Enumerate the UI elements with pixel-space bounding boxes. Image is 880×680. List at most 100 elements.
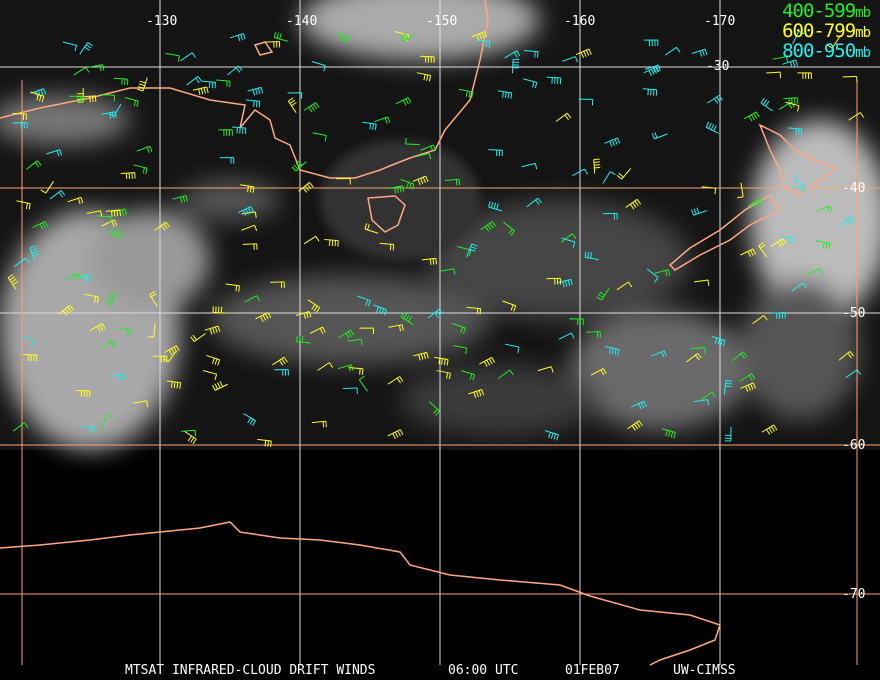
wind-barb: [770, 238, 787, 248]
wind-barb: [459, 88, 474, 98]
wind-barb: [475, 39, 491, 48]
wind-barb: [602, 171, 616, 184]
wind-barb: [440, 268, 456, 275]
wind-barb: [20, 335, 35, 347]
wind-barb: [562, 56, 578, 63]
wind-barb: [434, 356, 449, 366]
wind-barb: [163, 345, 180, 356]
wind-barb: [690, 347, 706, 354]
wind-barb: [723, 380, 733, 395]
wind-barb: [81, 95, 97, 103]
wind-barb: [797, 72, 812, 79]
wind-barb: [711, 335, 726, 347]
wind-barb: [218, 129, 233, 136]
wind-barb: [73, 66, 90, 76]
wind-barb: [243, 413, 257, 427]
wind-barb: [212, 381, 228, 391]
wind-barb: [96, 215, 112, 223]
wind-barb: [700, 391, 716, 401]
wind-barb: [544, 430, 559, 441]
wind-barb: [245, 99, 261, 108]
wind-barb: [388, 324, 404, 332]
wind-barb: [790, 185, 806, 193]
wind-barb: [806, 268, 823, 275]
wind-barb: [740, 248, 757, 258]
wind-barb: [75, 389, 91, 398]
wind-barb: [67, 196, 84, 205]
wind-barb: [569, 318, 584, 325]
wind-barb: [206, 354, 221, 366]
wind-barb: [338, 329, 355, 339]
wind-barb: [526, 197, 542, 208]
wind-barb: [193, 86, 209, 95]
wind-barb: [546, 76, 562, 85]
wind-barb: [133, 164, 148, 175]
wind-barb: [255, 312, 272, 322]
wind-barb: [783, 97, 799, 105]
wind-barb: [707, 94, 723, 104]
wind-barb: [399, 33, 416, 43]
wind-barb: [479, 356, 496, 367]
wind-barb: [838, 351, 855, 361]
wind-barb: [202, 370, 218, 381]
wind-barb: [747, 197, 764, 209]
wind-barb: [413, 351, 429, 361]
wind-barb: [826, 36, 841, 49]
coastlines: [0, 0, 837, 666]
wind-barb: [30, 91, 45, 103]
wind-barb: [298, 182, 314, 193]
wind-barb: [782, 59, 798, 68]
wind-barb: [416, 72, 432, 82]
wind-barb: [654, 269, 671, 277]
wind-barb: [590, 368, 607, 376]
coastline-new-zealand-north: [758, 123, 837, 196]
wind-barb: [521, 162, 538, 170]
wind-barb: [752, 315, 768, 325]
wind-barb: [29, 245, 39, 262]
wind-barb: [605, 346, 620, 356]
wind-barb: [359, 327, 374, 335]
product-title: MTSAT INFRARED-CLOUD DRIFT WINDS: [125, 663, 376, 678]
time-label: 06:00 UTC: [448, 663, 519, 678]
wind-barb: [106, 230, 122, 239]
wind-barb: [388, 185, 405, 194]
wind-barb: [840, 216, 856, 227]
wind-barb: [136, 145, 153, 154]
wind-barb: [451, 323, 466, 334]
wind-barb: [110, 373, 126, 381]
wind-barb: [523, 78, 538, 89]
wind-barb: [75, 274, 92, 282]
wind-barb: [181, 429, 197, 437]
wind-barb: [358, 375, 368, 392]
wind-barb: [295, 310, 312, 319]
wind-barb: [578, 98, 594, 106]
lon-label: -150: [426, 14, 458, 29]
wind-barb: [743, 111, 760, 122]
wind-barb: [627, 420, 643, 431]
wind-barb: [524, 50, 539, 58]
wind-barb: [505, 343, 520, 353]
wind-barbs: [7, 30, 865, 447]
wind-barb: [229, 33, 246, 42]
wind-barb: [373, 304, 387, 316]
wind-barb: [311, 61, 326, 72]
wind-barb: [324, 238, 339, 247]
wind-barb: [400, 178, 415, 190]
wind-barb: [231, 126, 247, 134]
wind-barb: [172, 195, 188, 204]
wind-barb: [387, 429, 404, 439]
wind-barb: [336, 178, 351, 185]
wind-barb: [452, 345, 468, 355]
wind-barb: [779, 237, 795, 244]
wind-barb: [12, 422, 29, 432]
wind-barb: [642, 88, 658, 96]
wind-barb: [309, 326, 326, 334]
wind-barb: [374, 116, 391, 124]
wind-barb: [387, 376, 404, 385]
wind-barb: [317, 362, 334, 371]
wind-barb: [80, 425, 95, 433]
wind-barb: [241, 224, 258, 231]
lon-label: -140: [286, 14, 318, 29]
wind-barb: [58, 304, 74, 316]
